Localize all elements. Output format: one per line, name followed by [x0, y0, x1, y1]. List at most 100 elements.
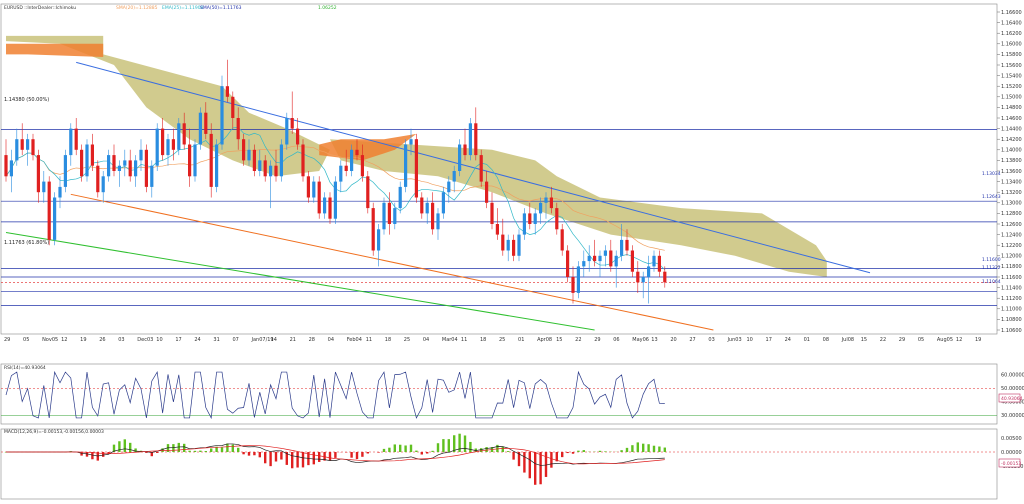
candle-body: [571, 277, 575, 293]
macd-histogram-bar: [204, 451, 207, 452]
price-tick-label: 1.13000: [1001, 201, 1022, 207]
candle-body: [414, 139, 418, 198]
price-tick-label: 1.12200: [1001, 243, 1022, 249]
price-tick-label: 1.15200: [1001, 84, 1022, 90]
candle-body: [26, 139, 30, 150]
macd-histogram-bar: [534, 452, 537, 485]
date-tick-label: Feb04: [347, 337, 362, 343]
macd-histogram-bar: [258, 452, 261, 458]
candle-body: [404, 144, 408, 187]
level-label-4: 1.11332: [982, 265, 1001, 271]
macd-histogram-bar: [172, 444, 175, 452]
candle-body: [269, 165, 273, 177]
candle-body: [74, 128, 78, 150]
macd-histogram-bar: [312, 452, 315, 465]
candle-body: [317, 181, 321, 214]
price-tick-label: 1.16200: [1001, 31, 1022, 37]
price-tick-label: 1.13200: [1001, 190, 1022, 196]
macd-histogram-bar: [231, 444, 234, 452]
candle-body: [539, 202, 543, 214]
price-panel[interactable]: [0, 3, 998, 335]
candle-body: [144, 149, 148, 187]
candle-body: [490, 202, 494, 224]
date-axis: 29 05 Nov05 12 19 26 03 Dec03 10 17 24 31 07 Jan07/19…: [4, 337, 981, 343]
macd-histogram-bar: [458, 433, 461, 452]
macd-tick-label: 0.00000: [1001, 450, 1022, 456]
date-tick-label: Jul08: [841, 337, 854, 343]
date-tick-label: Jan07/19: [251, 337, 274, 343]
macd-histogram-bar: [285, 452, 288, 465]
price-tick-label: 1.12600: [1001, 222, 1022, 228]
candle-body: [409, 139, 413, 145]
candle-body: [603, 250, 607, 256]
macd-histogram-bar: [463, 435, 467, 452]
candle-body: [420, 197, 424, 214]
macd-histogram-bar: [625, 447, 629, 452]
macd-histogram-bar: [555, 452, 558, 462]
date-tick-label: Mar04: [442, 337, 458, 343]
macd-histogram-bar: [91, 452, 94, 460]
macd-histogram-bar: [604, 451, 607, 452]
macd-line: [6, 443, 665, 466]
price-tick-label: 1.15600: [1001, 63, 1022, 69]
date-tick-label: Dec03: [137, 337, 153, 343]
price-tick-label: 1.15800: [1001, 52, 1022, 58]
date-tick-label: 15: [861, 337, 867, 343]
macd-histogram-bar: [409, 444, 413, 452]
macd-histogram-bar: [80, 452, 83, 456]
rsi-panel[interactable]: [0, 363, 998, 425]
macd-histogram-bar: [431, 450, 434, 452]
candle-body: [609, 250, 613, 267]
date-tick-label: 01: [518, 337, 524, 343]
macd-panel[interactable]: [0, 428, 998, 500]
macd-histogram-bar: [399, 444, 402, 452]
candle-body: [242, 139, 246, 161]
macd-histogram-bar: [123, 439, 126, 452]
candle-body: [620, 239, 624, 256]
candle-body: [452, 171, 456, 182]
date-tick-label: 19: [80, 337, 86, 343]
date-tick-label: 11: [461, 337, 467, 343]
candle-body: [436, 213, 440, 230]
macd-label: MACD(12,26,9)=-0.00153,-0.00156,0.00003: [4, 429, 104, 435]
date-tick-label: 10: [156, 337, 162, 343]
candle-body: [85, 144, 89, 177]
macd-histogram-bar: [582, 450, 585, 452]
macd-histogram-bar: [150, 452, 153, 457]
candle-body: [9, 160, 13, 177]
candle-body: [425, 202, 429, 214]
price-tick-label: 1.10800: [1001, 317, 1022, 323]
date-tick-label: 27: [689, 337, 695, 343]
candle-body: [393, 208, 397, 224]
date-tick-label: 14: [271, 337, 277, 343]
macd-histogram-bar: [598, 450, 602, 452]
macd-histogram-bar: [517, 452, 521, 467]
macd-histogram-bar: [301, 452, 305, 468]
date-tick-label: 19: [975, 337, 981, 343]
price-tick-label: 1.13400: [1001, 179, 1022, 185]
price-tick-label: 1.14600: [1001, 116, 1022, 122]
candle-body: [236, 118, 240, 140]
candle-body: [161, 128, 165, 156]
date-tick-label: 01: [804, 337, 810, 343]
candle-body: [247, 149, 251, 161]
price-tick-label: 1.13800: [1001, 158, 1022, 164]
date-tick-label: 03: [708, 337, 714, 343]
macd-histogram-bar: [291, 452, 294, 469]
date-tick-label: 05: [918, 337, 924, 343]
macd-histogram-bar: [447, 439, 450, 452]
candle-body: [20, 139, 24, 150]
macd-histogram-bar: [193, 450, 197, 452]
macd-current-value: -0.00153: [1001, 461, 1021, 467]
candle-body: [4, 155, 8, 177]
date-tick-label: 25: [404, 337, 410, 343]
lower-trendline: [70, 193, 714, 331]
candle-body: [193, 144, 197, 177]
price-tick-label: 1.12000: [1001, 254, 1022, 260]
candle-body: [323, 197, 327, 214]
macd-histogram-bar: [469, 441, 472, 452]
candle-body: [360, 155, 364, 177]
candle-body: [209, 133, 213, 187]
candle-body: [123, 160, 127, 166]
